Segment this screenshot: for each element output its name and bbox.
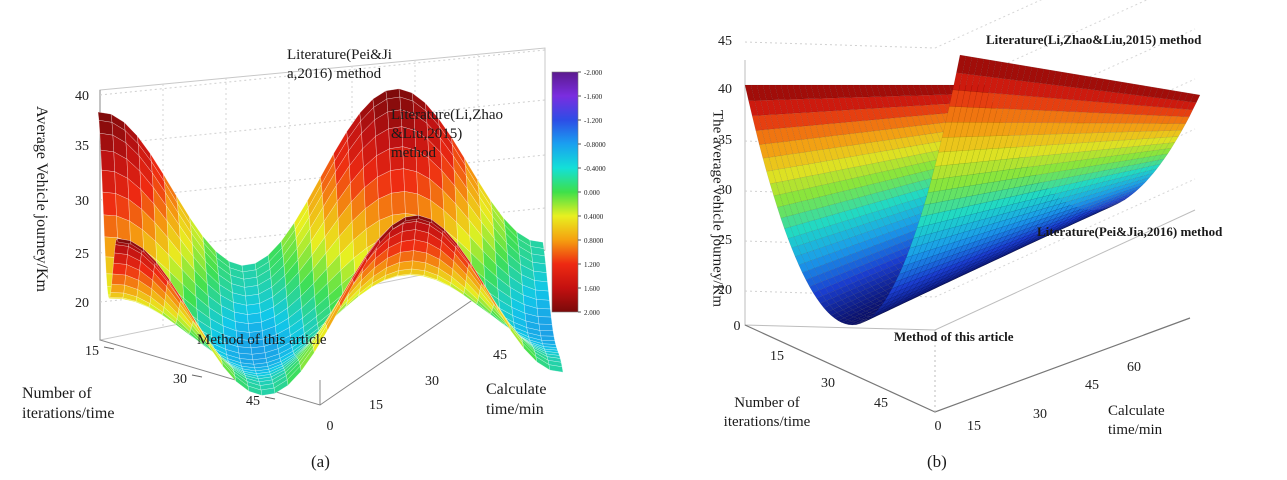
- z-tick-label-a: 35: [75, 139, 89, 154]
- surface-b: [744, 54, 1201, 326]
- back-wall-b: [744, 60, 1196, 331]
- annotation-this-article-b: Method of this article: [894, 329, 1014, 344]
- y-axis-label-b: Calculate time/min: [1108, 403, 1165, 438]
- x-tick-a: [264, 396, 276, 400]
- colorbar-tick-label-a: 0.000: [584, 189, 600, 197]
- grid-line-b: [744, 41, 936, 49]
- y-tick-label-b: 45: [1085, 378, 1099, 393]
- colorbar-tick-label-a: 0.4000: [584, 213, 604, 221]
- annotation-li-zhao-liu-a: Literature(Li,Zhao &Liu,2015) method: [391, 107, 504, 161]
- colorbar-tick-label-a: 1.200: [584, 261, 600, 269]
- y-tick-label-b: 60: [1127, 360, 1141, 375]
- z-tick-label-a: 25: [75, 247, 89, 262]
- colorbar-tick-label-a: -1.600: [584, 93, 603, 101]
- y-axis-label-a: Calculate time/min: [486, 381, 547, 418]
- x-tick-label-a: 30: [173, 372, 187, 387]
- y-tick-label-a: 15: [369, 398, 383, 413]
- colorbar-tick-label-a: -0.8000: [584, 141, 606, 149]
- y-tick-label-a: 45: [493, 348, 507, 363]
- z-axis-label-b: The average vehicle journey/Km: [709, 110, 726, 307]
- x-tick-label-b: 45: [874, 396, 888, 411]
- z-axis-label-a: Average Vehicle journey/Km: [33, 105, 50, 292]
- annotation-this-article-a: Method of this article: [197, 332, 327, 348]
- y-tick-label-b: 15: [967, 419, 981, 434]
- y-tick-label-b: 0: [935, 419, 942, 434]
- surface-plot-a: 20 25 30 35 40 15 30 45 0 15 30 45 -2.000 -1.600 -1.20…: [75, 47, 606, 434]
- x-tick-a: [191, 374, 203, 378]
- z-tick-label-b: 30: [718, 183, 732, 198]
- chart-panel-a: 20 25 30 35 40 15 30 45 0 15 30 45 -2.000 -1.600 -1.20…: [0, 0, 640, 480]
- x-tick-label-b: 0: [734, 319, 741, 334]
- surface-plot-b: 20 25 30 35 40 45 0 15 30 45 0 15 30 45 60: [718, 0, 1201, 434]
- surface-a: [97, 88, 564, 396]
- z-tick-label-a: 40: [75, 89, 89, 104]
- x-tick-label-b: 30: [821, 376, 835, 391]
- colorbar-a: [551, 71, 579, 313]
- x-tick-label-b: 15: [770, 349, 784, 364]
- x-axis-label-a: Number of iterations/time: [22, 385, 115, 422]
- colorbar-tick-label-a: -2.000: [584, 69, 603, 77]
- caption-a: (a): [311, 452, 330, 471]
- colorbar-tick-label-a: -1.200: [584, 117, 603, 125]
- z-tick-label-a: 20: [75, 296, 89, 311]
- floor-frame-a: [99, 90, 546, 406]
- y-tick-label-a: 30: [425, 374, 439, 389]
- annotation-pei-jia-a: Literature(Pei&Ji a,2016) method: [287, 47, 392, 82]
- x-tick-label-a: 45: [246, 394, 260, 409]
- y-tick-label-b: 30: [1033, 407, 1047, 422]
- colorbar-tick-label-a: 1.600: [584, 285, 600, 293]
- x-axis-label-b: Number of iterations/time: [723, 395, 811, 430]
- chart-panel-b: 20 25 30 35 40 45 0 15 30 45 0 15 30 45 60 The average…: [645, 0, 1287, 480]
- x-tick-a: [103, 346, 115, 350]
- colorbar-tick-label-a: 2.000: [584, 309, 600, 317]
- z-tick-label-b: 25: [718, 233, 732, 248]
- annotation-li-zhao-liu-b: Literature(Li,Zhao&Liu,2015) method: [986, 32, 1202, 47]
- annotation-pei-jia-b: Literature(Pei&Jia,2016) method: [1037, 224, 1223, 239]
- z-tick-label-a: 30: [75, 194, 89, 209]
- colorbar-tick-label-a: -0.4000: [584, 165, 606, 173]
- z-tick-label-b: 40: [718, 82, 732, 97]
- z-tick-label-b: 35: [718, 133, 732, 148]
- z-tick-label-b: 20: [718, 283, 732, 298]
- z-tick-label-b: 45: [718, 34, 732, 49]
- caption-b: (b): [927, 452, 947, 471]
- y-tick-label-a: 0: [327, 419, 334, 434]
- x-tick-label-a: 15: [85, 344, 99, 359]
- colorbar-tick-label-a: 0.8000: [584, 237, 604, 245]
